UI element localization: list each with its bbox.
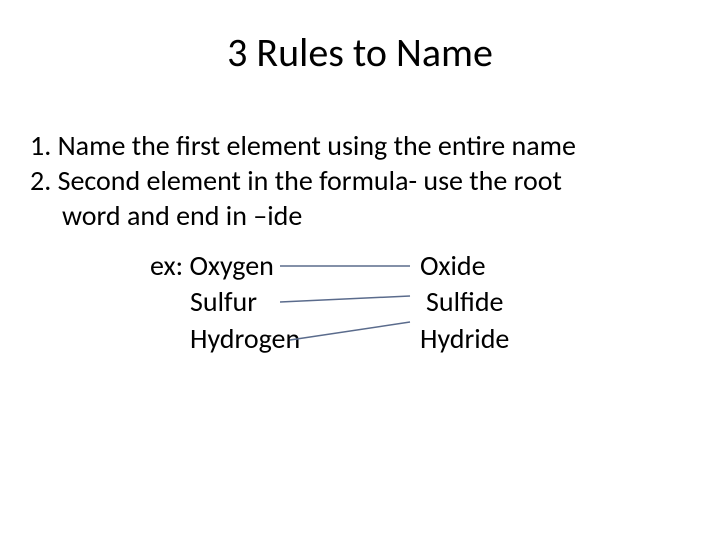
slide-body: 1. Name the first element using the enti… bbox=[30, 128, 690, 233]
arrow-svg bbox=[280, 258, 420, 358]
example-label: ex: bbox=[150, 248, 183, 283]
example-right: Hydride bbox=[420, 321, 509, 357]
rule-1: 1. Name the first element using the enti… bbox=[30, 128, 690, 163]
example-left: Oxygen bbox=[189, 248, 273, 283]
arrows-group bbox=[280, 258, 420, 363]
slide: 3 Rules to Name 1. Name the first elemen… bbox=[0, 0, 720, 540]
rule-2-line2: word and end in –ide bbox=[30, 198, 690, 233]
example-left: Sulfur bbox=[150, 284, 300, 320]
rule-2-line1: 2. Second element in the formula- use th… bbox=[30, 163, 690, 198]
example-right: Oxide bbox=[420, 248, 509, 284]
examples-right-column: Oxide Sulfide Hydride bbox=[420, 248, 509, 357]
arrow-line bbox=[290, 322, 410, 340]
example-left: Hydrogen bbox=[150, 321, 300, 357]
example-right: Sulfide bbox=[420, 284, 509, 320]
example-row: ex: Oxygen bbox=[150, 248, 300, 284]
examples-left-column: ex: Oxygen Sulfur Hydrogen bbox=[150, 248, 300, 357]
arrow-line bbox=[280, 296, 410, 302]
slide-title: 3 Rules to Name bbox=[0, 28, 720, 77]
